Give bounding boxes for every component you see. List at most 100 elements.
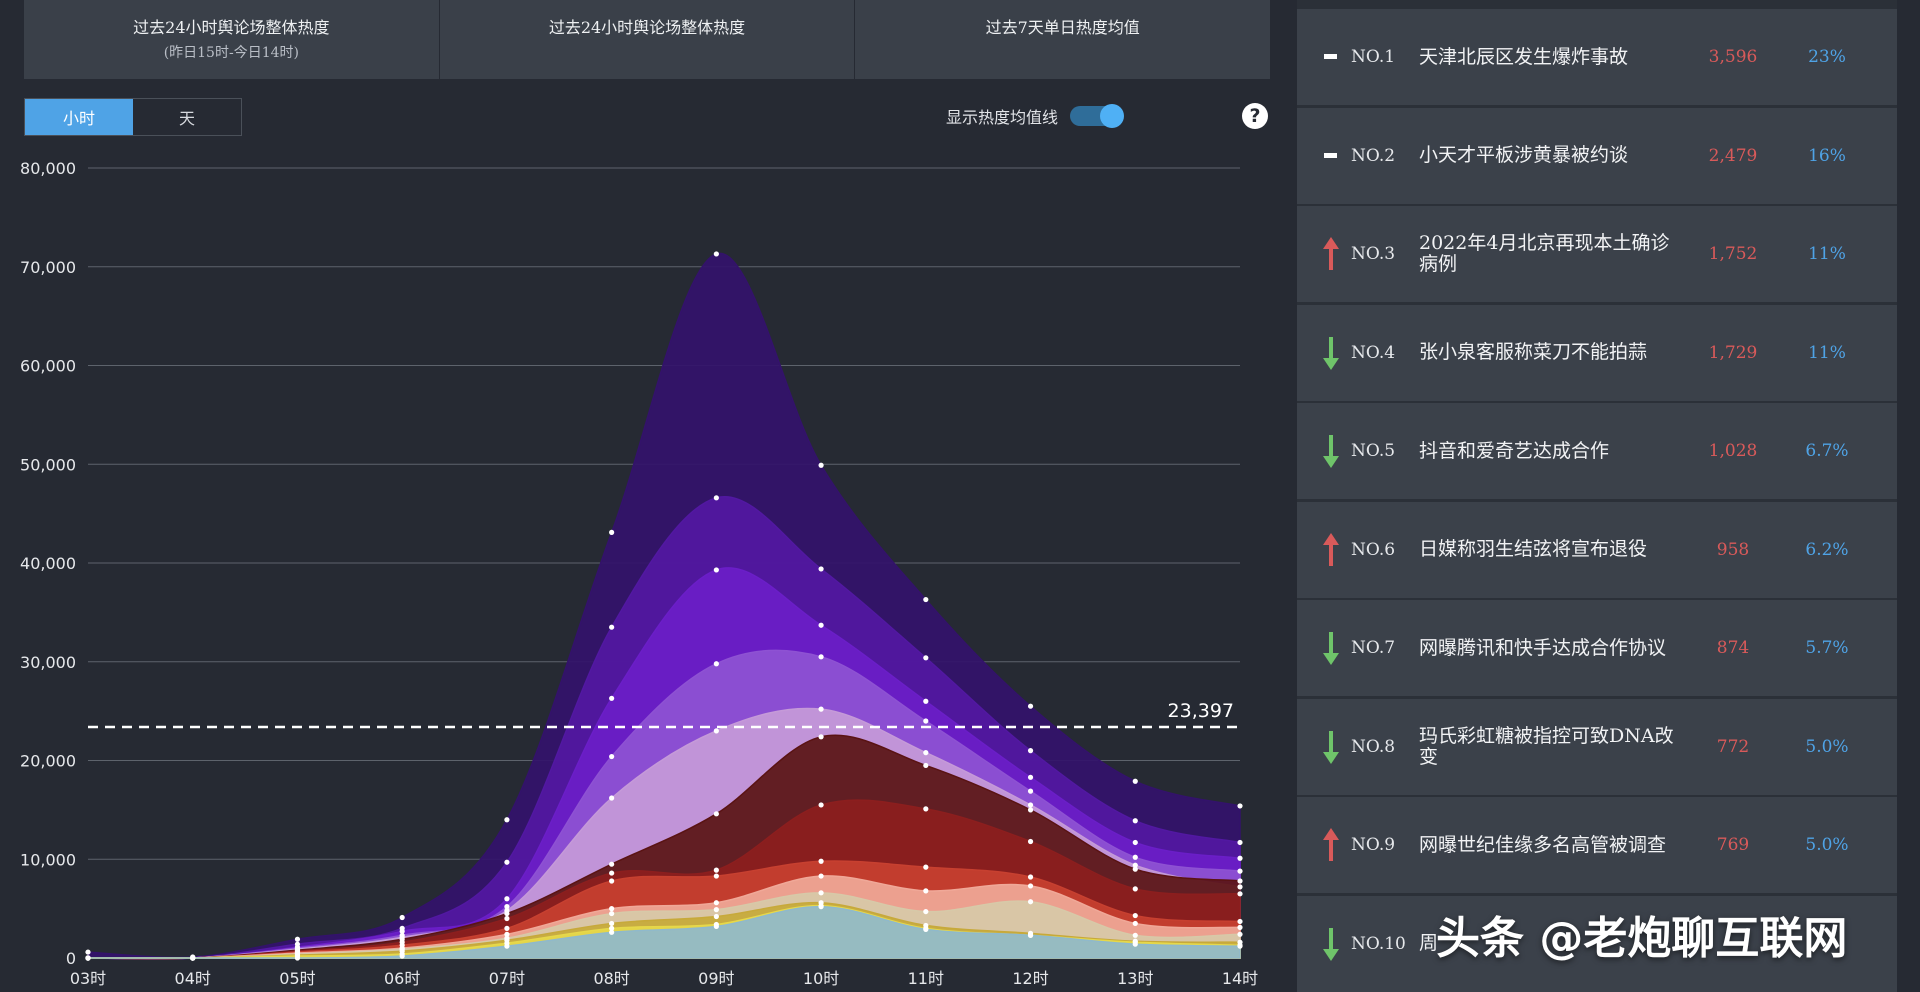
data-point[interactable] — [1237, 943, 1243, 949]
data-point[interactable] — [1027, 788, 1034, 794]
data-point[interactable] — [818, 734, 824, 740]
data-point[interactable] — [504, 817, 510, 823]
data-point[interactable] — [609, 870, 615, 876]
rank-item[interactable]: NO.9 网曝世纪佳缘多名高管被调查 769 5.0% — [1297, 797, 1897, 893]
data-point[interactable] — [713, 913, 719, 920]
data-point[interactable] — [1027, 874, 1034, 880]
data-point[interactable] — [818, 904, 824, 910]
data-point[interactable] — [399, 953, 405, 959]
data-point[interactable] — [1237, 855, 1243, 861]
data-point[interactable] — [713, 811, 719, 817]
data-point[interactable] — [923, 926, 929, 932]
data-point[interactable] — [399, 928, 405, 934]
data-point[interactable] — [609, 925, 615, 931]
data-point[interactable] — [1237, 868, 1243, 874]
data-point[interactable] — [818, 706, 824, 712]
rank-item[interactable]: NO.7 网曝腾讯和快手达成合作协议 874 5.7% — [1297, 600, 1897, 696]
data-point[interactable] — [504, 931, 510, 937]
data-point[interactable] — [818, 802, 824, 808]
data-point[interactable] — [609, 920, 615, 927]
rank-item[interactable]: NO.6 日媒称羽生结弦将宣布退役 958 6.2% — [1297, 501, 1897, 598]
data-point[interactable] — [609, 861, 615, 867]
data-point[interactable] — [1132, 941, 1138, 947]
data-point[interactable] — [1132, 920, 1138, 927]
tab-7day-avg[interactable]: 过去7天单日热度均值 — [855, 0, 1270, 79]
data-point[interactable] — [1027, 807, 1034, 813]
data-point[interactable] — [1027, 899, 1034, 905]
data-point[interactable] — [713, 900, 719, 906]
data-point[interactable] — [1027, 774, 1034, 780]
data-point[interactable] — [504, 859, 510, 865]
data-point[interactable] — [1132, 839, 1138, 846]
rank-item[interactable]: NO.10 周 — [1297, 895, 1897, 992]
hour-button[interactable]: 小时 — [25, 99, 133, 135]
rank-item[interactable]: NO.5 抖音和爱奇艺达成合作 1,028 6.7% — [1297, 403, 1897, 499]
data-point[interactable] — [609, 529, 615, 535]
data-point[interactable] — [609, 624, 615, 630]
data-point[interactable] — [1237, 891, 1243, 897]
data-point[interactable] — [1132, 862, 1138, 868]
data-point[interactable] — [85, 949, 91, 955]
data-point[interactable] — [818, 890, 824, 896]
avg-line-toggle[interactable] — [1070, 104, 1125, 128]
data-point[interactable] — [504, 910, 510, 917]
data-point[interactable] — [1132, 912, 1138, 919]
data-point[interactable] — [1237, 878, 1243, 884]
data-point[interactable] — [1237, 918, 1243, 925]
rank-item[interactable]: NO.3 2022年4月北京再现本土确诊病例 1,752 11% — [1297, 206, 1897, 302]
data-point[interactable] — [609, 906, 615, 912]
data-point[interactable] — [818, 622, 824, 628]
data-point[interactable] — [818, 566, 824, 572]
data-point[interactable] — [1132, 778, 1138, 784]
data-point[interactable] — [1132, 854, 1138, 860]
data-point[interactable] — [504, 925, 510, 931]
data-point[interactable] — [818, 654, 824, 660]
data-point[interactable] — [504, 904, 510, 910]
data-point[interactable] — [923, 864, 929, 870]
data-point[interactable] — [1237, 839, 1243, 846]
data-point[interactable] — [713, 495, 719, 501]
day-button[interactable]: 天 — [133, 99, 241, 135]
data-point[interactable] — [1237, 931, 1243, 937]
data-point[interactable] — [609, 910, 615, 917]
data-point[interactable] — [818, 873, 824, 879]
data-point[interactable] — [609, 795, 615, 801]
data-point[interactable] — [504, 943, 510, 949]
data-point[interactable] — [923, 750, 929, 756]
data-point[interactable] — [713, 251, 719, 257]
data-point[interactable] — [923, 698, 929, 704]
data-point[interactable] — [294, 936, 301, 942]
data-point[interactable] — [713, 873, 719, 879]
data-point[interactable] — [713, 867, 719, 873]
data-point[interactable] — [1132, 886, 1138, 892]
data-point[interactable] — [609, 878, 615, 884]
data-point[interactable] — [1027, 883, 1034, 889]
data-point[interactable] — [1027, 932, 1034, 938]
data-point[interactable] — [609, 695, 615, 701]
data-point[interactable] — [504, 896, 510, 902]
data-point[interactable] — [1027, 703, 1034, 709]
data-point[interactable] — [923, 806, 929, 812]
tab-24h-heat[interactable]: 过去24小时舆论场整体热度 (昨日15时-今日14时) — [24, 0, 440, 79]
data-point[interactable] — [85, 955, 91, 961]
data-point[interactable] — [923, 655, 929, 661]
rank-item[interactable]: NO.2 小天才平板涉黄暴被约谈 2,479 16% — [1297, 107, 1897, 204]
data-point[interactable] — [1027, 802, 1034, 808]
data-point[interactable] — [1237, 884, 1243, 890]
data-point[interactable] — [504, 915, 510, 922]
tab-24h-heat-2[interactable]: 过去24小时舆论场整体热度 — [440, 0, 856, 79]
data-point[interactable] — [923, 888, 929, 894]
data-point[interactable] — [923, 596, 929, 603]
help-icon[interactable]: ? — [1242, 103, 1268, 129]
data-point[interactable] — [1132, 818, 1138, 824]
data-point[interactable] — [1027, 838, 1034, 845]
data-point[interactable] — [923, 762, 929, 769]
data-point[interactable] — [923, 718, 929, 724]
data-point[interactable] — [818, 858, 824, 864]
data-point[interactable] — [923, 908, 929, 915]
data-point[interactable] — [294, 955, 301, 961]
data-point[interactable] — [1237, 924, 1243, 930]
series-area[interactable] — [87, 905, 1241, 959]
data-point[interactable] — [609, 929, 615, 935]
data-point[interactable] — [399, 914, 405, 921]
